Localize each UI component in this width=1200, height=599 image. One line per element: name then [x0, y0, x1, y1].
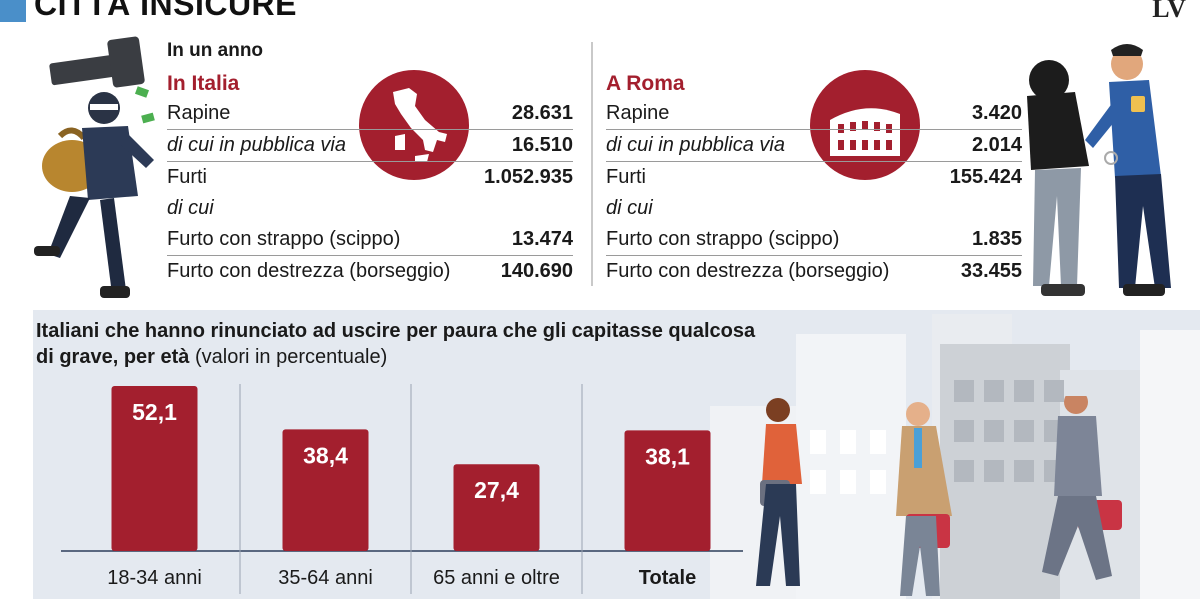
roma-row-pubblica-via: di cui in pubblica via 2.014 — [606, 130, 1022, 162]
italia-row-label: di cui in pubblica via — [167, 134, 346, 156]
category-label: 65 anni e oltre — [433, 567, 560, 589]
thief-illustration — [34, 36, 155, 298]
roma-row-borseggio: Furto con destrezza (borseggio) 33.455 — [606, 256, 1022, 287]
category-label: 35-64 anni — [278, 567, 373, 589]
bar-chart: 52,1 18-34 anni 38,4 35-64 anni 27,4 65 anni … — [61, 384, 743, 594]
roma-row-label: di cui — [606, 197, 653, 219]
roma-row-label: Furto con strappo (scippo) — [606, 228, 840, 250]
roma-row-rapine: Rapine 3.420 — [606, 98, 1022, 130]
page-title: CITTÀ INSICURE — [34, 0, 297, 22]
italia-row-value: 16.510 — [511, 134, 573, 156]
bar-value-label: 38,1 — [645, 443, 690, 469]
bar-value-label: 52,1 — [132, 399, 177, 425]
italia-row-pubblica-via: di cui in pubblica via 16.510 — [167, 130, 573, 162]
roma-row-label: Rapine — [606, 102, 670, 124]
roma-stats: Rapine 3.420 di cui in pubblica via 2.01… — [606, 98, 1022, 287]
italia-stats: Rapine 28.631 di cui in pubblica via 16.… — [167, 98, 573, 287]
roma-row-label: di cui in pubblica via — [606, 134, 785, 156]
roma-row-scippo: Furto con strappo (scippo) 1.835 — [606, 224, 1022, 256]
chart-title-note: (valori in percentuale) — [194, 346, 388, 368]
italia-row-di-cui: di cui — [167, 193, 573, 224]
bar-1 — [111, 386, 198, 551]
roma-row-label: Furti — [606, 166, 646, 188]
period-label: In un anno — [167, 40, 264, 61]
bar-2 — [282, 429, 369, 551]
italia-row-value: 13.474 — [511, 228, 573, 250]
italia-row-value: 140.690 — [500, 260, 573, 282]
italia-row-borseggio: Furto con destrezza (borseggio) 140.690 — [167, 256, 573, 287]
category-label: 18-34 anni — [107, 567, 202, 589]
chart-title-bold: Italiani che hanno rinunciato ad uscire … — [36, 320, 756, 368]
roma-row-value: 3.420 — [971, 102, 1022, 124]
italia-row-furti: Furti 1.052.935 — [167, 162, 573, 193]
italia-row-label: Furto con destrezza (borseggio) — [167, 260, 451, 282]
roma-row-value: 1.835 — [971, 228, 1022, 250]
italia-row-scippo: Furto con strappo (scippo) 13.474 — [167, 224, 573, 256]
italia-heading: In Italia — [167, 72, 240, 95]
italia-row-label: Furto con strappo (scippo) — [167, 228, 401, 250]
title-marker — [0, 0, 26, 22]
roma-row-value: 155.424 — [949, 166, 1022, 188]
italia-row-label: Rapine — [167, 102, 231, 124]
roma-row-value: 33.455 — [960, 260, 1022, 282]
roma-row-value: 2.014 — [971, 134, 1022, 156]
roma-row-di-cui: di cui — [606, 193, 1022, 224]
roma-row-label: Furto con destrezza (borseggio) — [606, 260, 890, 282]
panel-divider — [591, 42, 593, 286]
chart-title: Italiani che hanno rinunciato ad uscire … — [36, 318, 756, 370]
italia-row-label: Furti — [167, 166, 207, 188]
category-label: Totale — [639, 567, 696, 589]
bar-4 — [624, 430, 711, 551]
roma-row-furti: Furti 155.424 — [606, 162, 1022, 193]
publisher-logo: LV — [1152, 0, 1186, 23]
arrest-illustration — [1027, 44, 1171, 296]
roma-heading: A Roma — [606, 72, 685, 95]
italia-row-value: 28.631 — [511, 102, 573, 124]
bar-3 — [453, 464, 540, 551]
bar-value-label: 38,4 — [303, 442, 348, 468]
italia-row-value: 1.052.935 — [484, 166, 573, 188]
bar-value-label: 27,4 — [474, 477, 519, 503]
italia-row-rapine: Rapine 28.631 — [167, 98, 573, 130]
italia-row-label: di cui — [167, 197, 214, 219]
pedestrians-illustration — [756, 396, 1122, 596]
